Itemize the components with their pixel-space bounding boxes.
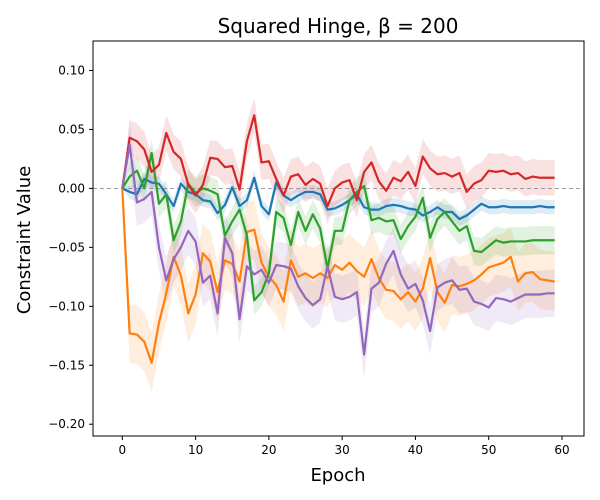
y-tick-label: −0.10 bbox=[48, 299, 85, 313]
x-tick-label: 50 bbox=[481, 443, 496, 457]
x-tick-label: 40 bbox=[408, 443, 423, 457]
y-axis-ticks: 0.10 0.05 0.00 −0.05 −0.10 −0.15 −0.20 bbox=[48, 63, 93, 431]
y-tick-label: 0.10 bbox=[58, 63, 85, 77]
x-tick-label: 20 bbox=[261, 443, 276, 457]
series-2-line bbox=[121, 188, 555, 364]
series-3-band bbox=[122, 138, 555, 315]
y-tick-label: 0.05 bbox=[58, 122, 85, 136]
chart-title: Squared Hinge, β = 200 bbox=[218, 14, 459, 38]
series-5-line bbox=[121, 143, 555, 356]
y-tick-label: 0.00 bbox=[58, 181, 85, 195]
series-2-band bbox=[122, 188, 555, 393]
x-axis-label: Epoch bbox=[310, 465, 365, 486]
series-4-line bbox=[121, 114, 555, 208]
y-tick-label: −0.05 bbox=[48, 240, 85, 254]
series-lines bbox=[121, 114, 555, 364]
x-tick-label: 60 bbox=[554, 443, 569, 457]
x-tick-label: 30 bbox=[335, 443, 350, 457]
y-tick-label: −0.15 bbox=[48, 358, 85, 372]
plot-frame bbox=[92, 40, 585, 437]
x-axis-ticks: 0 10 20 30 40 50 60 bbox=[118, 436, 570, 457]
y-tick-label: −0.20 bbox=[48, 417, 85, 431]
x-tick-label: 0 bbox=[118, 443, 126, 457]
x-tick-label: 10 bbox=[188, 443, 203, 457]
series-3-line bbox=[121, 151, 555, 302]
y-axis-label: Constraint Value bbox=[14, 166, 35, 314]
